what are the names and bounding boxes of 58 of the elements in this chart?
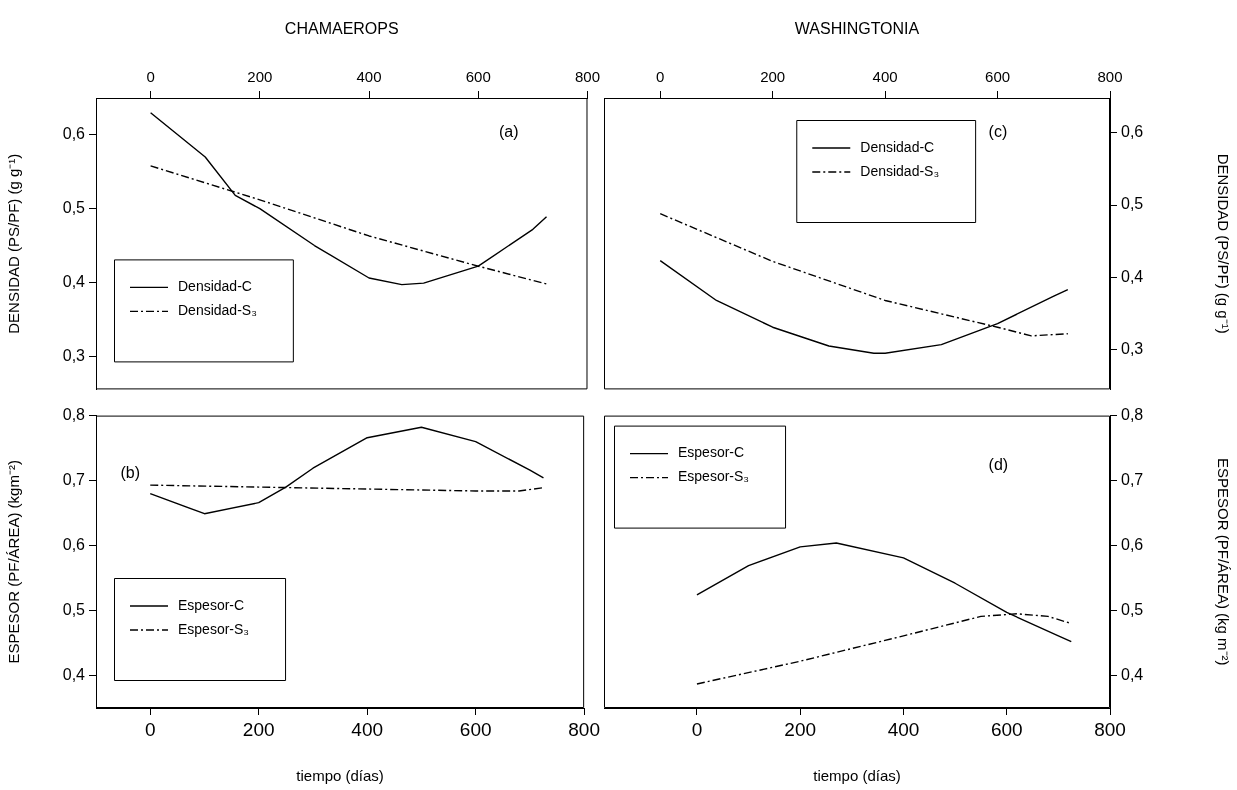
y-tick-label: 0,4 bbox=[62, 272, 86, 290]
legend-label: Densidad-C bbox=[178, 278, 252, 295]
x-tick-label: 0 bbox=[144, 718, 156, 740]
y-tick-label: 0,6 bbox=[62, 125, 86, 143]
y-tick-label: 0,5 bbox=[62, 199, 86, 217]
x-tick-label: 0 bbox=[656, 68, 665, 86]
y-tick-label: 0,4 bbox=[62, 665, 86, 683]
legend-label: Densidad-S₃ bbox=[178, 302, 257, 319]
legend-label: Espesor-S₃ bbox=[178, 620, 250, 637]
x-tick-label: 200 bbox=[242, 718, 275, 740]
chart-title: WASHINGTONIA bbox=[794, 20, 920, 38]
annotation: (a) bbox=[499, 123, 519, 141]
chart-title: CHAMAEROPS bbox=[284, 20, 399, 38]
y-axis-title: ESPESOR (PF/ÁREA) (kgm⁻²) bbox=[5, 460, 23, 664]
y-axis-title: DENSIDAD (PS/PF) (g g⁻¹) bbox=[5, 153, 23, 334]
y2-tick-label: 0,4 bbox=[1121, 267, 1144, 285]
y2-tick-label: 0,8 bbox=[1121, 406, 1144, 424]
x-tick-label: 600 bbox=[465, 68, 491, 86]
y2-tick-label: 0,3 bbox=[1121, 340, 1144, 358]
y2-tick-label: 0,4 bbox=[1121, 665, 1144, 683]
x-tick-label: 600 bbox=[990, 718, 1023, 740]
legend-label: Densidad-S₃ bbox=[860, 162, 940, 179]
legend-label: Espesor-C bbox=[178, 596, 245, 613]
y-tick-label: 0,8 bbox=[62, 406, 86, 424]
y-tick-label: 0,6 bbox=[62, 535, 86, 553]
x-axis-title: tiempo (días) bbox=[813, 767, 901, 785]
y2-tick-label: 0,5 bbox=[1121, 600, 1144, 618]
x-tick-label: 800 bbox=[1094, 718, 1126, 740]
y2-axis-title: ESPESOR (PF/ÁREA) (kg m⁻²) bbox=[1214, 458, 1232, 666]
legend-label: Espesor-C bbox=[678, 444, 745, 461]
x-axis-title: tiempo (días) bbox=[296, 767, 384, 785]
y-tick-label: 0,3 bbox=[62, 346, 86, 364]
x-tick-label: 400 bbox=[356, 68, 382, 86]
x-tick-label: 800 bbox=[1097, 68, 1123, 86]
y2-tick-label: 0,6 bbox=[1121, 123, 1144, 141]
y-tick-label: 0,7 bbox=[62, 470, 86, 488]
y2-tick-label: 0,5 bbox=[1121, 195, 1144, 213]
y2-axis-title: DENSIDAD (PS/PF) (g g⁻¹) bbox=[1214, 153, 1232, 334]
x-tick-label: 400 bbox=[351, 718, 384, 740]
x-tick-label: 200 bbox=[760, 68, 786, 86]
x-tick-label: 600 bbox=[985, 68, 1011, 86]
y2-tick-label: 0,6 bbox=[1121, 535, 1144, 553]
x-tick-label: 800 bbox=[568, 718, 600, 740]
x-tick-label: 400 bbox=[887, 718, 920, 740]
annotation: (d) bbox=[988, 455, 1009, 473]
y-tick-label: 0,5 bbox=[62, 600, 86, 618]
y2-tick-label: 0,7 bbox=[1121, 470, 1144, 488]
annotation: (c) bbox=[988, 123, 1008, 141]
x-tick-label: 400 bbox=[872, 68, 898, 86]
annotation: (b) bbox=[120, 464, 140, 482]
x-tick-label: 800 bbox=[574, 68, 600, 86]
legend-label: Espesor-S₃ bbox=[678, 468, 750, 485]
legend-label: Densidad-C bbox=[860, 138, 935, 155]
x-tick-label: 200 bbox=[247, 68, 273, 86]
x-tick-label: 0 bbox=[146, 68, 155, 86]
x-tick-label: 0 bbox=[691, 718, 703, 740]
x-tick-label: 600 bbox=[459, 718, 492, 740]
x-tick-label: 200 bbox=[784, 718, 817, 740]
